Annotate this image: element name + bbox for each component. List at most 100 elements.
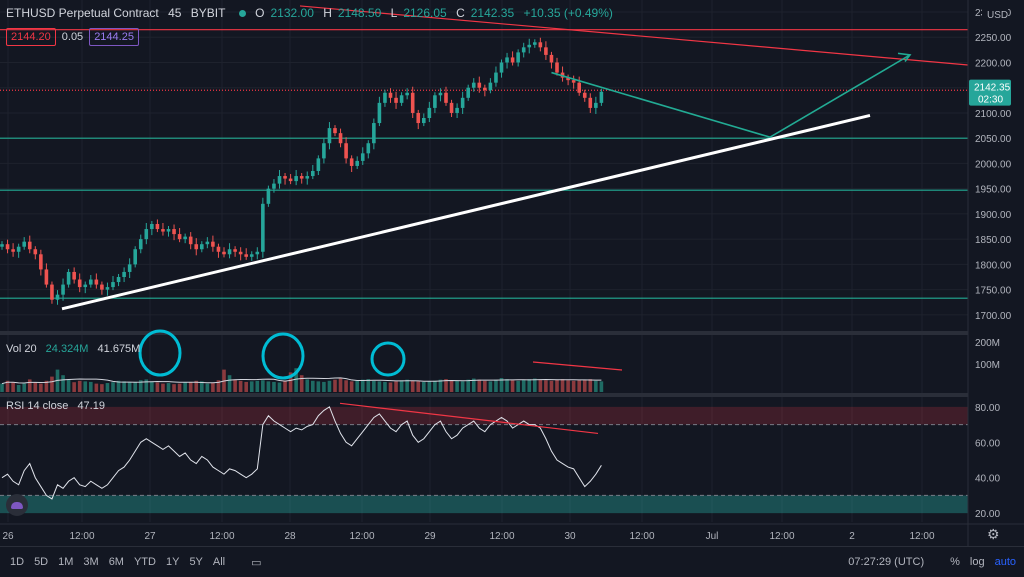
volume-bar-7 [39, 383, 43, 392]
range-all[interactable]: All [212, 556, 226, 568]
range-1y[interactable]: 1Y [165, 556, 180, 568]
volume-annotation-circle-1 [261, 332, 305, 380]
volume-bar-11 [61, 375, 65, 392]
volume-legend-value1: 24.324M [45, 343, 89, 355]
time-tick-13: 12:00 [909, 531, 934, 542]
candle-body-40 [222, 251, 226, 255]
volume-bar-84 [466, 379, 470, 392]
volume-bar-25 [138, 380, 143, 392]
candle-body-60 [333, 128, 337, 134]
range-6m[interactable]: 6M [108, 556, 124, 568]
spread-value: 0.05 [61, 31, 84, 43]
range-5y[interactable]: 5Y [189, 556, 203, 568]
log-toggle[interactable]: log [969, 556, 985, 568]
rsi-line [1, 406, 602, 500]
volume-bar-42 [233, 379, 237, 392]
candle-body-76 [422, 118, 426, 124]
candle-body-7 [39, 254, 43, 270]
time-tick-10: Jul [706, 531, 719, 542]
candle-body-85 [471, 82, 476, 88]
price-tick-7: 2050.00 [975, 134, 1012, 145]
volume-bar-36 [200, 381, 204, 392]
volume-bar-41 [227, 375, 232, 392]
sell-button[interactable]: 2144.20 [6, 28, 56, 46]
volume-bar-88 [488, 381, 493, 392]
candle-body-12 [66, 271, 71, 285]
rsi-tick-1: 40.00 [975, 474, 1000, 485]
tradingview-logo-icon[interactable] [6, 494, 28, 516]
candle-body-67 [372, 123, 376, 144]
candle-body-46 [255, 251, 260, 255]
drawings [61, 5, 969, 311]
volume-bar-69 [383, 381, 387, 392]
gear-icon[interactable]: ⚙ [987, 526, 1000, 542]
volume-bar-99 [549, 380, 554, 392]
volume-bar-95 [527, 379, 532, 392]
time-tick-4: 28 [284, 531, 296, 542]
volume-bar-59 [327, 380, 332, 392]
range-ytd[interactable]: YTD [133, 556, 156, 568]
volume-bar-86 [477, 379, 482, 392]
candle-body-90 [499, 62, 504, 73]
candle-body-54 [299, 176, 304, 179]
candles [0, 37, 604, 305]
symbol-name[interactable]: ETHUSD Perpetual Contract [6, 6, 159, 20]
open-label: O [255, 6, 265, 20]
volume-bar-45 [249, 381, 254, 392]
range-1m[interactable]: 1M [58, 556, 74, 568]
volume-bar-12 [66, 379, 71, 392]
auto-toggle[interactable]: auto [994, 556, 1016, 568]
volume-bar-73 [405, 379, 409, 392]
last-price-label: 2142.35 [974, 83, 1011, 94]
candle-body-70 [388, 92, 393, 98]
time-tick-6: 29 [424, 531, 436, 542]
candle-body-45 [249, 254, 254, 257]
price-tick-10: 2200.00 [975, 58, 1012, 69]
candle-body-106 [588, 97, 593, 108]
volume-bar-64 [355, 380, 359, 392]
volume-bar-3 [16, 385, 21, 392]
candle-body-39 [216, 246, 221, 252]
time-axis[interactable]: 26 12:00 27 12:00 28 12:00 29 12:00 30 12:00 Jul 12… [0, 523, 1024, 542]
price-axis[interactable]: 1700.00 1750.00 1800.00 1850.00 1900.00 1950.… [967, 0, 1024, 546]
clock-time[interactable]: 07:27:29 (UTC) [848, 556, 925, 568]
volume-bar-97 [538, 379, 543, 392]
volume-bar-46 [255, 380, 260, 392]
time-tick-11: 12:00 [769, 531, 794, 542]
candle-body-16 [89, 279, 93, 285]
projection-arrow-head [897, 52, 912, 62]
time-tick-3: 12:00 [209, 531, 234, 542]
calendar-range-icon[interactable]: ▭ [251, 556, 262, 569]
volume-bar-8 [44, 380, 49, 392]
range-5d[interactable]: 5D [34, 556, 49, 568]
bottom-toolbar: 1D 5D 1M 3M 6M YTD 1Y 5Y All ▭ 07:27:29 … [0, 546, 1024, 577]
range-3m[interactable]: 3M [83, 556, 99, 568]
close-label: C [456, 6, 465, 20]
trendline-resistance [299, 5, 969, 66]
candle-body-51 [283, 176, 287, 179]
volume-annotation-circle-2 [370, 341, 406, 377]
volume-bar-29 [161, 383, 165, 392]
volume-bar-30 [166, 383, 171, 392]
rsi-legend-label: RSI 14 close [6, 400, 69, 412]
candle-body-32 [177, 234, 182, 240]
time-tick-7: 12:00 [489, 531, 514, 542]
volume-bar-35 [194, 380, 199, 392]
buy-button[interactable]: 2144.25 [89, 28, 139, 46]
candle-body-47 [261, 203, 265, 252]
candle-body-31 [172, 229, 176, 235]
interval[interactable]: 45 [168, 6, 182, 20]
candle-body-74 [410, 92, 415, 113]
volume-bar-27 [150, 381, 154, 392]
range-1d[interactable]: 1D [10, 556, 25, 568]
volume-bar-75 [416, 381, 421, 392]
volume-bar-104 [577, 380, 581, 392]
candle-body-11 [61, 284, 65, 295]
volume-bar-39 [216, 380, 221, 392]
candle-body-102 [566, 77, 570, 81]
candle-body-1 [5, 244, 10, 250]
volume-bar-43 [238, 380, 243, 392]
candle-body-68 [377, 102, 382, 124]
percent-toggle[interactable]: % [950, 556, 960, 568]
